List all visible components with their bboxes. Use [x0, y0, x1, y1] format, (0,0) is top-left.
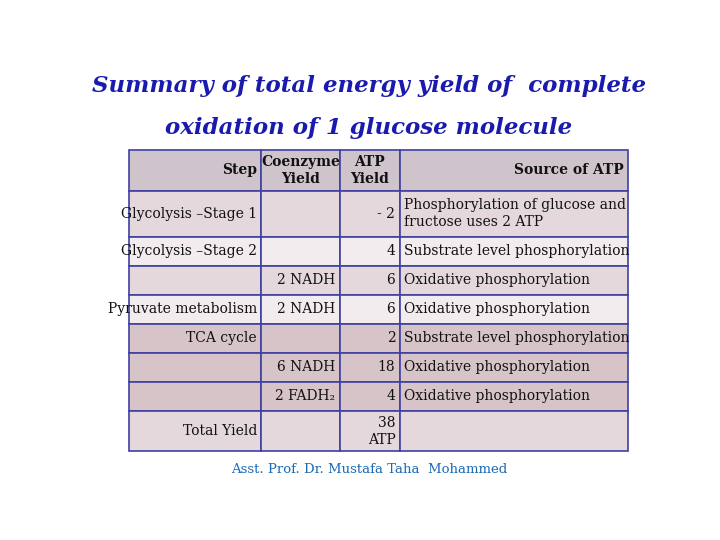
Text: Glycolysis –Stage 2: Glycolysis –Stage 2: [121, 245, 257, 259]
Text: Phosphorylation of glucose and
fructose uses 2 ATP: Phosphorylation of glucose and fructose …: [405, 198, 626, 230]
Text: 6: 6: [387, 273, 395, 287]
FancyBboxPatch shape: [261, 353, 340, 382]
FancyBboxPatch shape: [129, 237, 261, 266]
Text: TCA cycle: TCA cycle: [186, 332, 257, 346]
FancyBboxPatch shape: [129, 382, 261, 411]
Text: 6 NADH: 6 NADH: [277, 360, 336, 374]
FancyBboxPatch shape: [340, 191, 400, 237]
FancyBboxPatch shape: [340, 266, 400, 295]
FancyBboxPatch shape: [261, 237, 340, 266]
Text: Source of ATP: Source of ATP: [514, 163, 624, 177]
FancyBboxPatch shape: [400, 324, 629, 353]
FancyBboxPatch shape: [400, 191, 629, 237]
FancyBboxPatch shape: [129, 191, 261, 237]
Text: 2 FADH₂: 2 FADH₂: [275, 389, 336, 403]
Text: Oxidative phosphorylation: Oxidative phosphorylation: [405, 389, 590, 403]
FancyBboxPatch shape: [129, 353, 261, 382]
FancyBboxPatch shape: [340, 353, 400, 382]
FancyBboxPatch shape: [400, 150, 629, 191]
FancyBboxPatch shape: [129, 324, 261, 353]
FancyBboxPatch shape: [340, 295, 400, 324]
Text: Asst. Prof. Dr. Mustafa Taha  Mohammed: Asst. Prof. Dr. Mustafa Taha Mohammed: [231, 463, 507, 476]
FancyBboxPatch shape: [129, 411, 261, 451]
FancyBboxPatch shape: [129, 266, 261, 295]
Text: 2: 2: [387, 332, 395, 346]
FancyBboxPatch shape: [261, 266, 340, 295]
Text: Step: Step: [222, 163, 257, 177]
Text: Total Yield: Total Yield: [183, 424, 257, 438]
Text: Glycolysis –Stage 1: Glycolysis –Stage 1: [121, 207, 257, 221]
Text: 2 NADH: 2 NADH: [277, 273, 336, 287]
FancyBboxPatch shape: [340, 324, 400, 353]
FancyBboxPatch shape: [261, 324, 340, 353]
Text: Summary of total energy yield of  complete: Summary of total energy yield of complet…: [92, 75, 646, 97]
FancyBboxPatch shape: [261, 150, 340, 191]
Text: 2 NADH: 2 NADH: [277, 302, 336, 316]
FancyBboxPatch shape: [400, 353, 629, 382]
FancyBboxPatch shape: [400, 266, 629, 295]
Text: 38
ATP: 38 ATP: [368, 416, 395, 447]
Text: oxidation of 1 glucose molecule: oxidation of 1 glucose molecule: [166, 117, 572, 139]
Text: ATP
Yield: ATP Yield: [351, 154, 390, 186]
FancyBboxPatch shape: [340, 411, 400, 451]
FancyBboxPatch shape: [400, 382, 629, 411]
Text: 6: 6: [387, 302, 395, 316]
FancyBboxPatch shape: [340, 150, 400, 191]
FancyBboxPatch shape: [261, 411, 340, 451]
Text: Substrate level phosphorylation: Substrate level phosphorylation: [405, 332, 630, 346]
Text: Oxidative phosphorylation: Oxidative phosphorylation: [405, 360, 590, 374]
FancyBboxPatch shape: [261, 295, 340, 324]
Text: Substrate level phosphorylation: Substrate level phosphorylation: [405, 245, 630, 259]
FancyBboxPatch shape: [129, 295, 261, 324]
FancyBboxPatch shape: [129, 150, 261, 191]
Text: 18: 18: [378, 360, 395, 374]
FancyBboxPatch shape: [400, 411, 629, 451]
Text: Coenzyme
Yield: Coenzyme Yield: [261, 154, 340, 186]
FancyBboxPatch shape: [261, 191, 340, 237]
FancyBboxPatch shape: [340, 237, 400, 266]
FancyBboxPatch shape: [261, 382, 340, 411]
FancyBboxPatch shape: [400, 237, 629, 266]
Text: - 2: - 2: [377, 207, 395, 221]
FancyBboxPatch shape: [340, 382, 400, 411]
FancyBboxPatch shape: [400, 295, 629, 324]
Text: 4: 4: [387, 389, 395, 403]
Text: Pyruvate metabolism: Pyruvate metabolism: [108, 302, 257, 316]
Text: Oxidative phosphorylation: Oxidative phosphorylation: [405, 302, 590, 316]
Text: Oxidative phosphorylation: Oxidative phosphorylation: [405, 273, 590, 287]
Text: 4: 4: [387, 245, 395, 259]
